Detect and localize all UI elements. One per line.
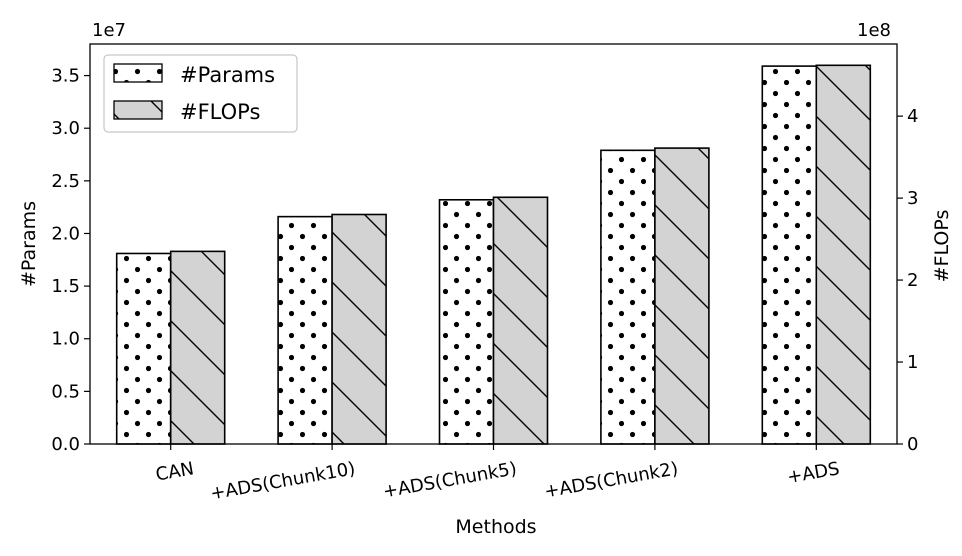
x-tick-label-3: +ADS(Chunk2) — [543, 458, 680, 502]
right-tick-label-3: 3 — [907, 188, 918, 209]
legend-swatch-params — [113, 63, 163, 83]
left-tick-label-5: 2.5 — [51, 171, 80, 192]
bar-flops-2 — [492, 196, 549, 445]
left-tick-label-1: 0.5 — [51, 381, 80, 402]
left-tick-label-7: 3.5 — [51, 66, 80, 87]
left-tick-label-0: 0.0 — [51, 434, 80, 455]
right-tick-label-1: 1 — [907, 352, 918, 373]
bar-flops-4 — [815, 64, 872, 445]
y-axis-label-left: #Params — [18, 201, 40, 287]
right-axis-multiplier: 1e8 — [857, 20, 891, 41]
bar-flops-0 — [169, 250, 226, 445]
right-tick-label-0: 0 — [907, 434, 918, 455]
bar-params-1 — [277, 215, 333, 445]
x-tick-label-2: +ADS(Chunk5) — [381, 458, 518, 502]
bar-params-0 — [115, 252, 172, 445]
right-tick-label-2: 2 — [907, 270, 918, 291]
bar-params-4 — [761, 65, 818, 445]
bar-flops-1 — [331, 213, 387, 445]
legend: #Params #FLOPs — [103, 54, 298, 133]
right-axis: 0 1 2 3 4 — [897, 106, 918, 455]
x-axis: CAN +ADS(Chunk10) +ADS(Chunk5) +ADS(Chunk2)… — [154, 444, 841, 504]
y-axis-label-right: #FLOPs — [931, 210, 953, 283]
legend-label-params: #Params — [180, 63, 275, 87]
left-tick-label-2: 1.0 — [51, 329, 80, 350]
legend-label-flops: #FLOPs — [180, 100, 260, 124]
bar-params-3 — [600, 149, 656, 445]
left-tick-label-3: 1.5 — [51, 276, 80, 297]
x-tick-label-4: +ADS — [786, 458, 842, 488]
left-tick-label-6: 3.0 — [51, 118, 80, 139]
bar-params-2 — [438, 198, 495, 445]
bars-group — [115, 64, 872, 445]
left-tick-label-4: 2.0 — [51, 223, 80, 244]
legend-swatch-flops — [113, 100, 163, 120]
x-axis-label: Methods — [455, 516, 536, 538]
left-axis: 0.0 0.5 1.0 1.5 2.0 2.5 3.0 3.5 — [51, 66, 90, 455]
x-tick-label-1: +ADS(Chunk10) — [209, 458, 357, 504]
x-tick-label-0: CAN — [154, 458, 195, 485]
right-tick-label-4: 4 — [907, 106, 918, 127]
bar-flops-3 — [654, 147, 710, 445]
left-axis-multiplier: 1e7 — [92, 20, 126, 41]
